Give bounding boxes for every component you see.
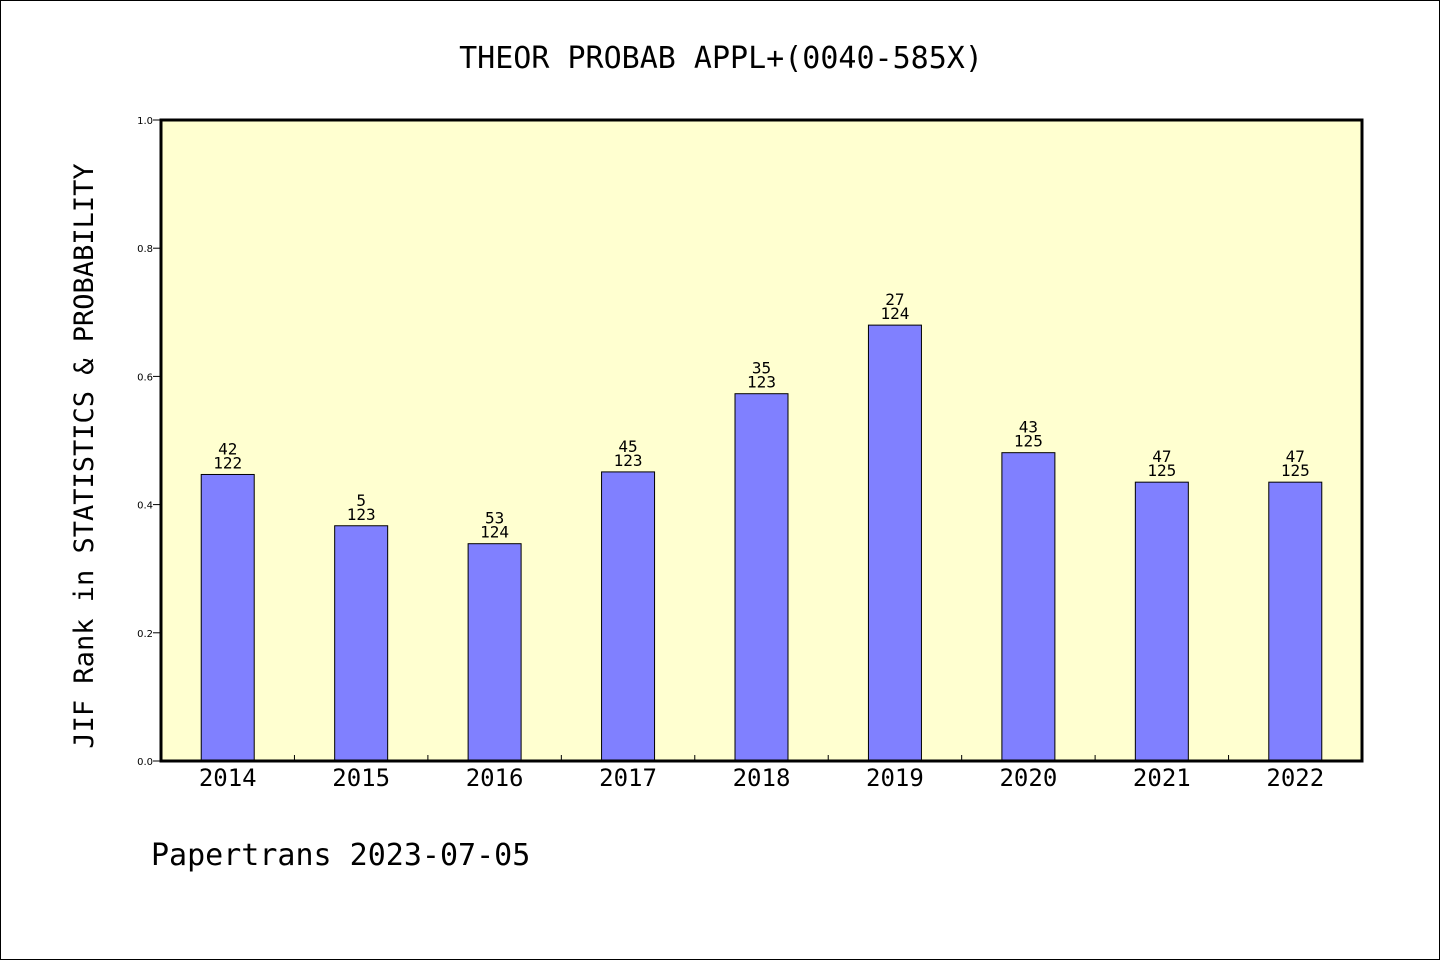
bar-total-label: 125 — [1281, 461, 1310, 480]
bar-total-label: 123 — [747, 373, 776, 392]
bar-rank-label: 53 — [485, 509, 504, 528]
bar-rank-label: 42 — [218, 439, 237, 458]
y-tick-label: 0.2 — [137, 629, 153, 640]
x-tick-label: 2017 — [599, 764, 657, 792]
x-tick-label: 2021 — [1133, 764, 1191, 792]
y-tick-label: 0.4 — [137, 501, 153, 512]
bar-total-label: 123 — [347, 505, 376, 524]
bar-2014 — [200, 473, 255, 762]
bar-2015 — [334, 525, 389, 762]
bar-2019 — [867, 324, 922, 762]
bar-rank-label: 27 — [885, 290, 904, 309]
bar-2021 — [1134, 481, 1189, 762]
bar-total-label: 122 — [213, 453, 242, 472]
bar-total-label: 125 — [1014, 432, 1043, 451]
bar-rank-label: 43 — [1019, 418, 1038, 437]
bar-total-label: 124 — [880, 304, 909, 323]
bar-total-label: 123 — [614, 451, 643, 470]
x-tick-label: 2019 — [866, 764, 924, 792]
x-tick-label: 2016 — [466, 764, 524, 792]
bar-2022 — [1268, 481, 1323, 762]
x-tick-label: 2015 — [332, 764, 390, 792]
bar-rank-label: 5 — [356, 491, 366, 510]
footer-credit: Papertrans 2023-07-05 — [151, 838, 530, 873]
bar-total-label: 125 — [1147, 461, 1176, 480]
bar-2016 — [467, 543, 522, 762]
y-axis-label: JIF Rank in STATISTICS & PROBABILITY — [69, 163, 100, 748]
x-tick-label: 2018 — [733, 764, 791, 792]
bar-2017 — [601, 471, 656, 762]
bar-total-label: 124 — [480, 523, 509, 542]
bar-rank-label: 47 — [1152, 447, 1171, 466]
bar-2020 — [1001, 452, 1056, 762]
bar-2018 — [734, 393, 789, 762]
y-tick-label: 0.8 — [137, 244, 153, 255]
x-tick-label: 2022 — [1266, 764, 1324, 792]
y-tick-label: 0.6 — [137, 372, 153, 383]
x-tick-label: 2020 — [999, 764, 1057, 792]
ticks-layer: 2014 2015 2016 2017 2018 2019 2020 2021 2022 0.0 0… — [137, 116, 1324, 792]
bar-rank-label: 47 — [1286, 447, 1305, 466]
bar-rank-label: 45 — [618, 437, 637, 456]
chart-title: THEOR PROBAB APPL+(0040-585X) — [459, 41, 983, 76]
bar-rank-label: 35 — [752, 359, 771, 378]
bars-layer — [200, 324, 1323, 762]
y-tick-label: 1.0 — [137, 116, 153, 127]
plot-border — [159, 118, 1364, 763]
y-tick-label: 0.0 — [137, 757, 153, 768]
x-tick-label: 2014 — [199, 764, 257, 792]
